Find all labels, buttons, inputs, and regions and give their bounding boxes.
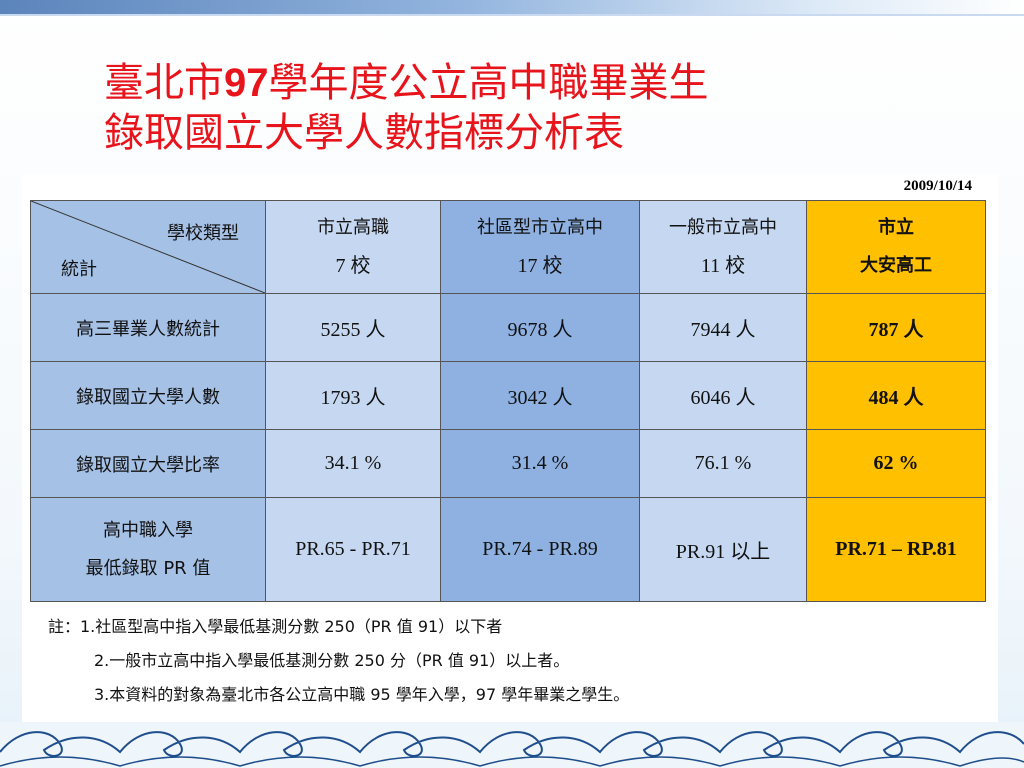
- top-decor-line: [0, 14, 1024, 16]
- table-row: 錄取國立大學人數 1793 人 3042 人 6046 人 484 人: [30, 361, 986, 430]
- top-decor-bar: [0, 0, 1024, 14]
- slide-title: 臺北市97學年度公立高中職畢業生 錄取國立大學人數指標分析表: [104, 58, 709, 158]
- table-cell: 34.1 %: [265, 429, 441, 498]
- table-cell-highlight: 484 人: [806, 361, 986, 430]
- table-header-row: 學校類型 統計 市立高職 7 校 社區型市立高中 17 校 一般市立高中 11 校 市…: [30, 200, 986, 294]
- column-header: 一般市立高中 11 校: [639, 200, 807, 294]
- title-line-2: 錄取國立大學人數指標分析表: [104, 110, 624, 156]
- row-label: 錄取國立大學人數: [30, 361, 266, 430]
- table-row: 錄取國立大學比率 34.1 % 31.4 % 76.1 % 62 %: [30, 429, 986, 498]
- table-cell: 9678 人: [440, 293, 640, 362]
- table-cell: PR.74 - PR.89: [440, 497, 640, 602]
- column-header-highlight: 市立 大安高工: [806, 200, 986, 294]
- footnote-2: 2.一般市立高中指入學最低基測分數 250 分（PR 值 91）以上者。: [94, 651, 570, 670]
- corner-school-type: 學校類型: [167, 223, 239, 244]
- table-row: 高三畢業人數統計 5255 人 9678 人 7944 人 787 人: [30, 293, 986, 362]
- table-cell: 31.4 %: [440, 429, 640, 498]
- table-cell-highlight: 787 人: [806, 293, 986, 362]
- title-line-1: 臺北市97學年度公立高中職畢業生: [104, 58, 709, 108]
- table-cell: PR.91 以上: [639, 497, 807, 602]
- table-panel: 2009/10/14 學校類型 統計 市立高職 7 校 社區型市立高中 17 校 一…: [22, 174, 998, 722]
- table-cell: 7944 人: [639, 293, 807, 362]
- diagonal-divider: [31, 201, 265, 293]
- corner-statistics: 統計: [61, 259, 97, 280]
- footnote-3: 3.本資料的對象為臺北市各公立高中職 95 學年入學，97 學年畢業之學生。: [94, 685, 630, 704]
- table-cell: 5255 人: [265, 293, 441, 362]
- title-pre: 臺北市: [104, 60, 224, 106]
- table-cell: 3042 人: [440, 361, 640, 430]
- row-label: 高三畢業人數統計: [30, 293, 266, 362]
- table-cell-highlight: 62 %: [806, 429, 986, 498]
- corner-header-cell: 學校類型 統計: [30, 200, 266, 294]
- wave-decoration: [0, 722, 1024, 768]
- row-label: 錄取國立大學比率: [30, 429, 266, 498]
- table-cell: 1793 人: [265, 361, 441, 430]
- footnotes: 註：1.社區型高中指入學最低基測分數 250（PR 值 91）以下者 2.一般市…: [48, 610, 629, 712]
- table-cell-highlight: PR.71 – RP.81: [806, 497, 986, 602]
- table-cell: PR.65 - PR.71: [265, 497, 441, 602]
- table-cell: 76.1 %: [639, 429, 807, 498]
- column-header: 市立高職 7 校: [265, 200, 441, 294]
- row-label: 高中職入學 最低錄取 PR 值: [30, 497, 266, 602]
- table-cell: 6046 人: [639, 361, 807, 430]
- column-header: 社區型市立高中 17 校: [440, 200, 640, 294]
- title-post: 學年度公立高中職畢業生: [268, 60, 709, 106]
- footnote-1: 註：1.社區型高中指入學最低基測分數 250（PR 值 91）以下者: [48, 617, 503, 636]
- date-label: 2009/10/14: [903, 178, 972, 194]
- table-row: 高中職入學 最低錄取 PR 值 PR.65 - PR.71 PR.74 - PR.…: [30, 497, 986, 602]
- title-year: 97: [224, 61, 269, 105]
- stats-table: 學校類型 統計 市立高職 7 校 社區型市立高中 17 校 一般市立高中 11 校 市…: [30, 200, 986, 602]
